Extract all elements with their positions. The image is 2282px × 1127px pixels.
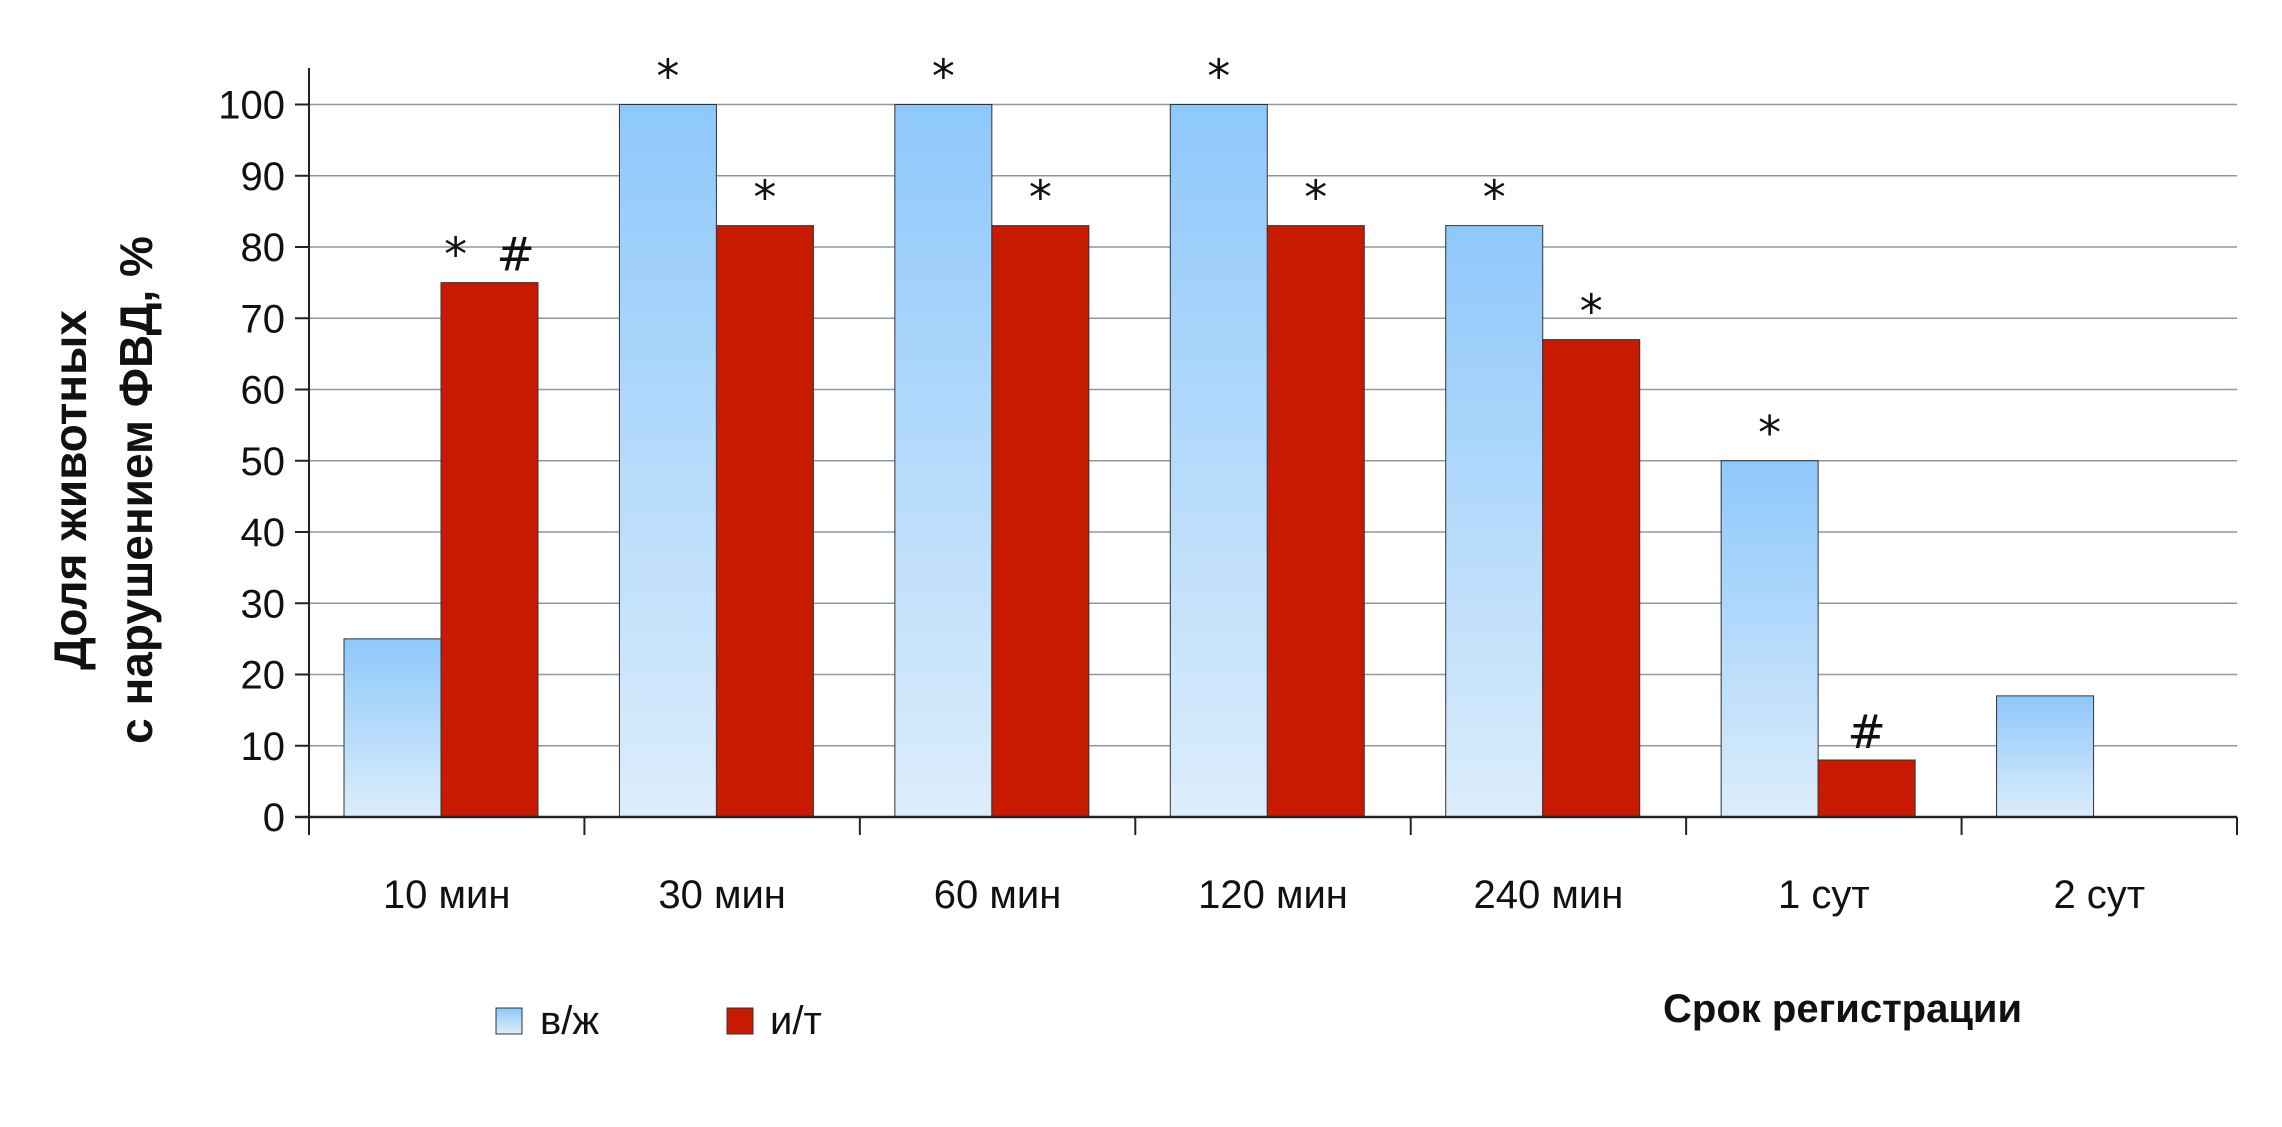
y-tick-label: 50 (241, 440, 286, 484)
significance-annotation: # (1847, 705, 1886, 759)
legend-label-vzh: в/ж (540, 999, 599, 1043)
x-tick-label: 60 мин (934, 873, 1062, 917)
significance-annotation: * (1580, 285, 1603, 339)
bar-it (440, 282, 539, 818)
axes (295, 68, 2238, 835)
x-tick-label: 30 мин (658, 873, 786, 917)
y-tick-label: 0 (263, 796, 285, 840)
x-axis-label: Срок регистрации (1663, 987, 2022, 1031)
legend-label-it: и/т (770, 999, 822, 1043)
y-tick-label: 70 (241, 297, 286, 341)
significance-annotation: * # (444, 228, 535, 282)
bar-vzh (1445, 225, 1544, 818)
legend-swatch-it (726, 1007, 754, 1035)
bar-vzh (1996, 695, 2095, 818)
y-axis-label-line2: с нарушением ФВД, % (110, 236, 162, 744)
significance-annotation: * (1483, 171, 1506, 225)
x-tick-label: 240 мин (1474, 873, 1624, 917)
bar-vzh (1720, 460, 1819, 818)
significance-annotation: * (1304, 171, 1327, 225)
x-tick-label: 10 мин (383, 873, 511, 917)
y-tick-label: 40 (241, 511, 286, 555)
bar-it (991, 225, 1090, 818)
bar-it (1817, 759, 1916, 818)
bar-vzh (343, 638, 442, 818)
bar-it (1266, 225, 1365, 818)
significance-annotation: * (656, 50, 679, 104)
y-tick-label: 90 (241, 155, 286, 199)
y-tick-label: 100 (218, 84, 285, 128)
x-tick-label: 120 мин (1198, 873, 1348, 917)
bar-it (1542, 339, 1641, 818)
significance-annotation: * (1758, 406, 1781, 460)
y-tick-label: 60 (241, 369, 286, 413)
y-tick-label: 10 (241, 725, 286, 769)
legend-swatch-vzh (495, 1007, 523, 1035)
y-tick-label: 80 (241, 226, 286, 270)
bar-vzh (1169, 104, 1268, 818)
y-tick-label: 20 (241, 654, 286, 698)
y-tick-label: 30 (241, 582, 286, 626)
bars (343, 104, 2095, 818)
bar-vzh (618, 104, 717, 818)
x-tick-label: 1 сут (1778, 873, 1870, 917)
bar-it (715, 225, 814, 818)
significance-annotation: * (932, 50, 955, 104)
y-axis-label-line1: Доля животных (44, 310, 96, 670)
significance-annotation: * (1207, 50, 1230, 104)
x-tick-label: 2 сут (2053, 873, 2145, 917)
legend: в/ж и/т (495, 999, 822, 1043)
significance-annotation: * (753, 171, 776, 225)
significance-annotation: * (1029, 171, 1052, 225)
bar-vzh (894, 104, 993, 818)
